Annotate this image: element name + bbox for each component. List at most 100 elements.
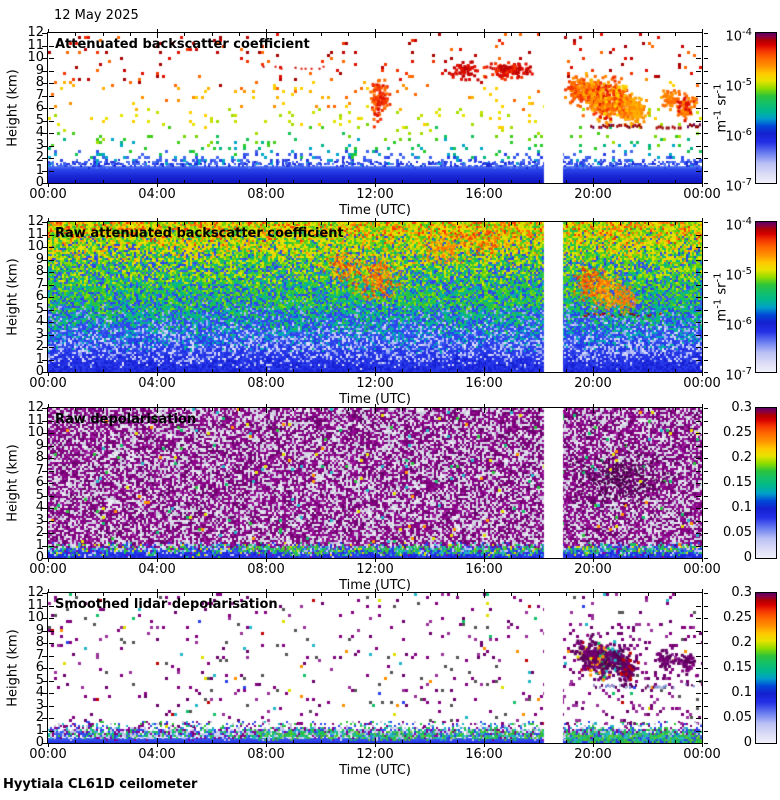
- tick-mark: [704, 234, 708, 236]
- tick-mark: [42, 718, 47, 719]
- x-tick-label: 04:00: [138, 376, 176, 391]
- tick-mark: [704, 630, 708, 632]
- tick-mark: [184, 180, 186, 183]
- tick-mark: [266, 178, 267, 183]
- tick-mark: [49, 58, 54, 59]
- tick-mark: [42, 408, 47, 409]
- tick-mark: [48, 29, 49, 32]
- tick-mark: [42, 693, 47, 694]
- x-tick-label: 00:00: [29, 562, 67, 577]
- tick-mark: [184, 408, 186, 411]
- tick-mark: [42, 33, 47, 34]
- tick-mark: [647, 369, 649, 372]
- tick-mark: [704, 593, 708, 594]
- tick-mark: [320, 593, 322, 596]
- tick-mark: [347, 593, 349, 596]
- tick-mark: [42, 730, 47, 732]
- tick-mark: [696, 322, 701, 323]
- x-axis-label: Time (UTC): [339, 392, 411, 407]
- colorbar-tick-label: 0.25: [723, 425, 752, 440]
- tick-mark: [593, 738, 594, 743]
- y-tick-label: 10: [27, 425, 44, 440]
- x-tick-label: 08:00: [247, 187, 285, 202]
- tick-mark: [704, 272, 708, 273]
- tick-mark: [538, 180, 540, 183]
- tick-mark: [293, 33, 295, 36]
- panel-title: Raw depolarisation: [55, 412, 197, 427]
- tick-mark: [238, 180, 240, 183]
- tick-mark: [184, 369, 186, 372]
- tick-mark: [511, 33, 513, 36]
- tick-mark: [375, 367, 376, 372]
- tick-mark: [565, 180, 567, 183]
- tick-mark: [696, 120, 701, 122]
- tick-mark: [42, 259, 47, 261]
- tick-mark: [157, 404, 158, 407]
- tick-mark: [102, 593, 104, 596]
- tick-mark: [704, 83, 708, 84]
- tick-mark: [704, 359, 708, 361]
- tick-mark: [484, 29, 485, 32]
- tick-mark: [49, 605, 54, 607]
- tick-mark: [696, 643, 701, 644]
- y-tick-label: 2: [35, 339, 44, 354]
- y-tick-label: 5: [35, 487, 44, 503]
- tick-mark: [42, 183, 47, 184]
- panel-smoothed-depolarisation: Height (km) Smoothed lidar depolarisatio…: [0, 585, 780, 783]
- tick-mark: [704, 222, 708, 223]
- tick-mark: [49, 680, 54, 682]
- x-tick-label: 00:00: [29, 187, 67, 202]
- tick-mark: [42, 158, 47, 159]
- tick-mark: [48, 184, 49, 187]
- tick-mark: [49, 718, 54, 719]
- tick-mark: [647, 408, 649, 411]
- tick-mark: [696, 108, 701, 109]
- tick-mark: [593, 218, 594, 221]
- x-tick-label: 00:00: [29, 747, 67, 762]
- x-tick-label: 16:00: [465, 187, 503, 202]
- y-tick-label: 2: [35, 710, 44, 725]
- tick-mark: [696, 45, 701, 47]
- tick-mark: [129, 222, 131, 225]
- tick-mark: [320, 369, 322, 372]
- tick-mark: [511, 555, 513, 558]
- tick-mark: [48, 218, 49, 221]
- tick-mark: [511, 740, 513, 743]
- tick-mark: [49, 445, 54, 447]
- tick-mark: [75, 222, 77, 225]
- y-tick-label: 6: [35, 475, 44, 490]
- colorbar-tick-label: 10-4: [725, 27, 752, 45]
- tick-mark: [42, 593, 47, 594]
- tick-mark: [157, 553, 158, 558]
- tick-mark: [696, 508, 701, 509]
- tick-mark: [511, 369, 513, 372]
- tick-mark: [42, 58, 47, 59]
- y-tick-label: 8: [35, 75, 44, 90]
- tick-mark: [157, 218, 158, 221]
- x-axis-label: Time (UTC): [339, 203, 411, 218]
- tick-mark: [320, 408, 322, 411]
- tick-mark: [696, 272, 701, 273]
- tick-mark: [704, 347, 708, 348]
- x-tick-label: 12:00: [356, 376, 394, 391]
- tick-mark: [429, 408, 431, 411]
- tick-mark: [49, 297, 54, 298]
- tick-mark: [704, 95, 708, 97]
- tick-mark: [484, 184, 485, 187]
- tick-mark: [593, 178, 594, 183]
- tick-mark: [565, 593, 567, 596]
- tick-mark: [696, 70, 701, 72]
- tick-mark: [704, 108, 708, 109]
- tick-mark: [484, 593, 485, 598]
- y-tick-label: 12: [27, 400, 44, 415]
- tick-mark: [647, 593, 649, 596]
- tick-mark: [42, 533, 47, 534]
- tick-mark: [704, 495, 708, 497]
- tick-mark: [157, 738, 158, 743]
- tick-mark: [674, 555, 676, 558]
- tick-mark: [49, 705, 54, 707]
- tick-mark: [211, 33, 213, 36]
- tick-mark: [211, 369, 213, 372]
- station-label: Hyytiala CL61D ceilometer: [3, 777, 198, 792]
- tick-mark: [49, 433, 54, 434]
